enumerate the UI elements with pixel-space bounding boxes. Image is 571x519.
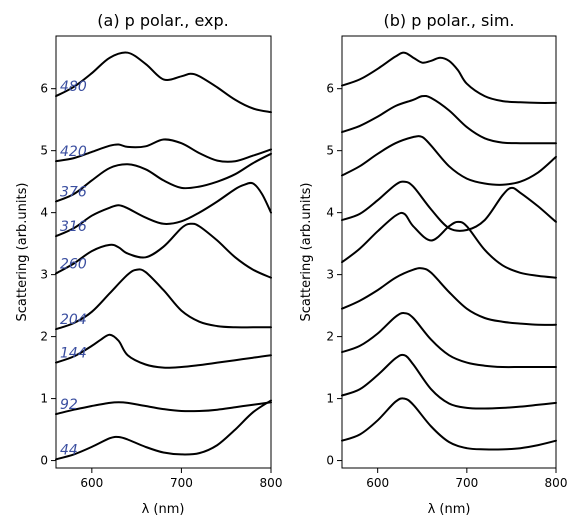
series-line-a-7 — [55, 138, 272, 163]
series-line-a-6 — [55, 152, 272, 203]
series-label-92: 92 — [60, 397, 78, 413]
series-label-316: 316 — [60, 219, 87, 235]
curves-a — [55, 51, 272, 461]
series-line-a-8 — [55, 51, 272, 114]
y-axis-label-a: Scattering (arb.units) — [15, 183, 30, 322]
series-line-a-1 — [55, 401, 272, 416]
y-tick-label-b: 0 — [326, 454, 334, 468]
y-tick-label-b: 6 — [326, 82, 334, 96]
y-tick-label-b: 2 — [326, 330, 334, 344]
axes-frame-b — [341, 35, 557, 469]
chart-title-a: (a) p polar., exp. — [97, 11, 228, 30]
y-tick-label-a: 0 — [40, 454, 48, 468]
y-tick-label-a: 5 — [40, 144, 48, 158]
x-tick-label-a: 600 — [80, 476, 103, 490]
ticks-b: 600 700 800 0 1 2 3 4 5 6 — [326, 82, 567, 490]
series-label-376: 376 — [60, 184, 87, 200]
series-line-b-4 — [341, 211, 557, 279]
series-line-a-4 — [55, 222, 272, 279]
series-line-b-5 — [341, 180, 557, 232]
series-line-a-2 — [55, 333, 272, 369]
y-tick-label-a: 4 — [40, 206, 48, 220]
series-line-a-3 — [55, 268, 272, 331]
y-tick-label-b: 4 — [326, 206, 334, 220]
series-label-44: 44 — [60, 442, 78, 458]
thickness-annotations: 44 92 144 204 260 316 376 420 480 — [60, 79, 87, 458]
y-tick-label-a: 2 — [40, 330, 48, 344]
x-axis-label-b: λ (nm) — [428, 502, 471, 517]
y-tick-label-a: 3 — [40, 268, 48, 282]
series-line-a-0 — [55, 399, 272, 461]
series-label-204: 204 — [60, 312, 87, 328]
curves-b — [341, 51, 557, 451]
y-tick-label-b: 3 — [326, 268, 334, 282]
series-line-b-8 — [341, 51, 557, 104]
x-tick-label-a: 800 — [260, 476, 283, 490]
panel-b: (b) p polar., sim. λ (nm) Scattering (ar… — [299, 11, 567, 517]
y-tick-label-b: 1 — [326, 392, 334, 406]
x-tick-label-a: 700 — [170, 476, 193, 490]
series-line-b-7 — [341, 94, 557, 145]
ticks-a: 600 700 800 0 1 2 3 4 5 6 — [40, 82, 282, 490]
series-label-260: 260 — [60, 256, 87, 272]
series-line-b-6 — [341, 135, 557, 186]
y-tick-label-a: 1 — [40, 392, 48, 406]
series-line-b-0 — [341, 397, 557, 451]
panel-a: (a) p polar., exp. λ (nm) Scattering (ar… — [15, 11, 282, 517]
y-tick-label-b: 5 — [326, 144, 334, 158]
x-tick-label-b: 600 — [366, 476, 389, 490]
series-line-a-5 — [55, 181, 272, 238]
series-line-b-1 — [341, 353, 557, 410]
y-tick-label-a: 6 — [40, 82, 48, 96]
axes-frame-a — [55, 35, 272, 469]
y-axis-label-b: Scattering (arb.units) — [299, 183, 314, 322]
series-label-480: 480 — [60, 79, 87, 95]
chart-title-b: (b) p polar., sim. — [384, 11, 515, 30]
series-label-144: 144 — [60, 346, 87, 362]
x-axis-label-a: λ (nm) — [142, 502, 185, 517]
x-tick-label-b: 800 — [545, 476, 568, 490]
x-tick-label-b: 700 — [455, 476, 478, 490]
series-label-420: 420 — [60, 144, 87, 160]
series-line-b-3 — [341, 267, 557, 326]
series-line-b-2 — [341, 312, 557, 369]
